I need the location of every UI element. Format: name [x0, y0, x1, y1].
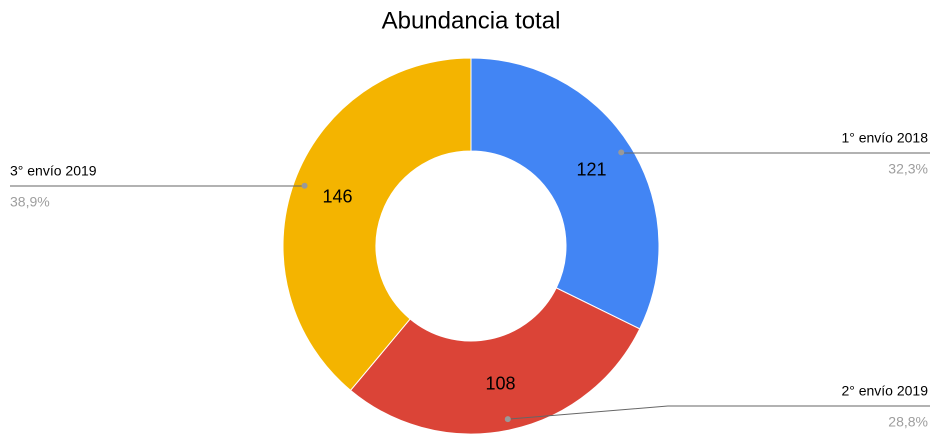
leader-dot	[618, 149, 624, 155]
percent-label: 32,3%	[888, 161, 928, 177]
leader-dot	[505, 416, 511, 422]
legend-label: 2° envío 2019	[841, 383, 928, 399]
chart-title: Abundancia total	[382, 7, 561, 34]
legend-label: 3° envío 2019	[10, 163, 97, 179]
percent-label: 28,8%	[888, 414, 928, 430]
value-label: 146	[322, 186, 352, 206]
value-label: 121	[577, 160, 607, 180]
leader-line	[508, 406, 930, 419]
value-label: 108	[486, 374, 516, 394]
donut-slice	[471, 58, 659, 329]
legend-label: 1° envío 2018	[841, 130, 928, 146]
leader-line	[621, 152, 930, 153]
leader-dot	[302, 183, 308, 189]
percent-label: 38,9%	[10, 194, 50, 210]
